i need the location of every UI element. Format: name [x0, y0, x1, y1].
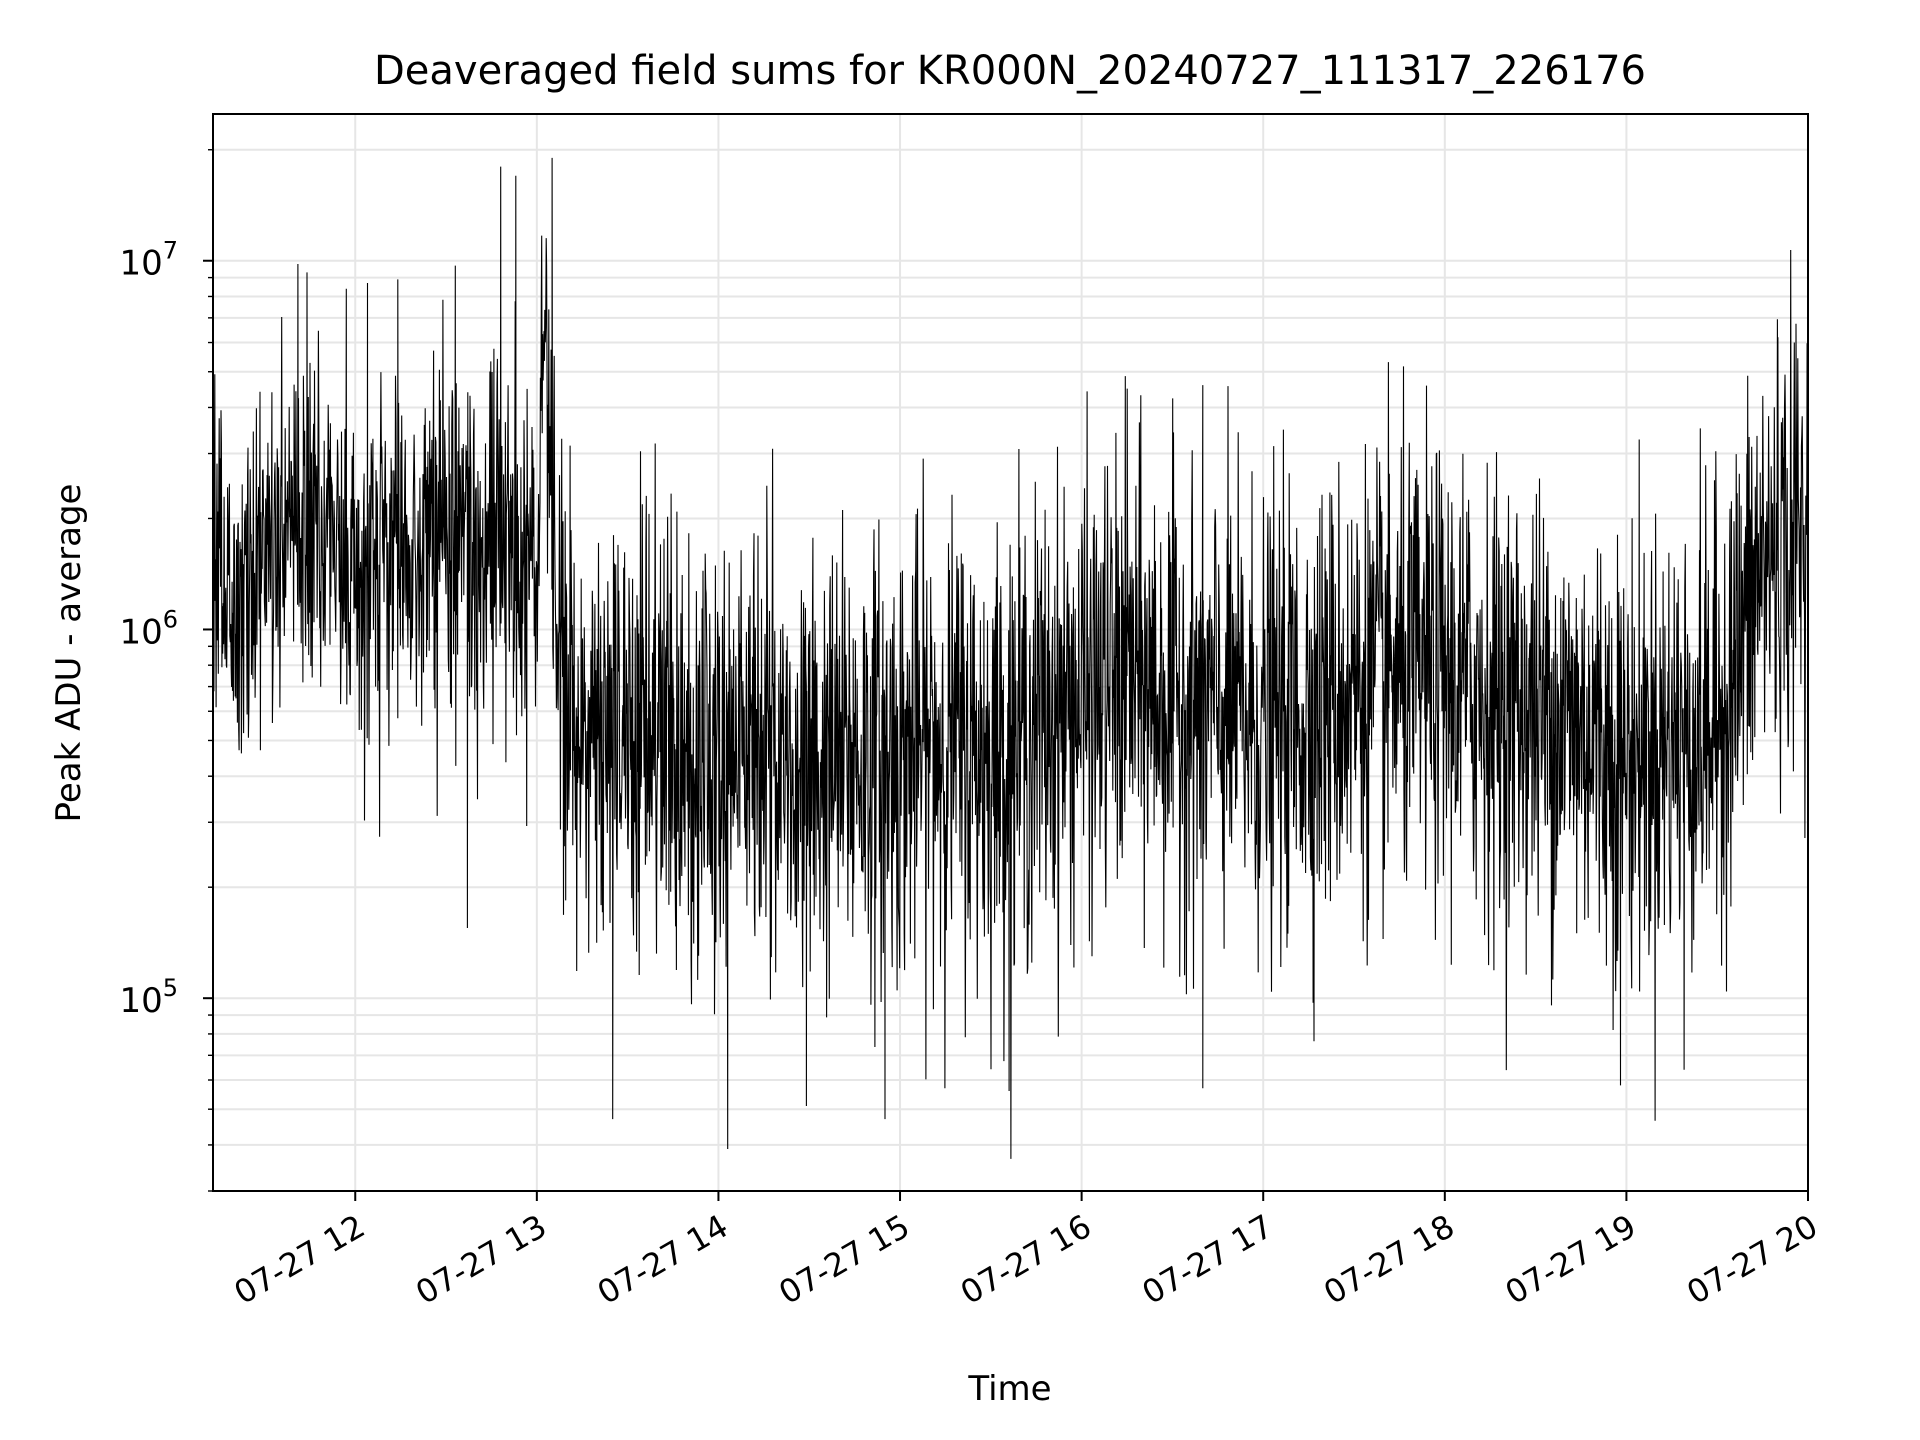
y-tick-exponent: 7: [163, 237, 178, 265]
y-tick-label: 107: [119, 237, 178, 284]
y-axis-label: Peak ADU - average: [49, 484, 89, 823]
plot-area: 07-27 12 07-27 13 07-27 14 07-27 15 07-27 16…: [119, 113, 1824, 1312]
y-tick-base: 10: [119, 244, 162, 284]
chart-title: Deaveraged field sums for KR000N_2024072…: [374, 48, 1646, 94]
y-tick-exponent: 6: [163, 605, 178, 633]
x-axis-label: Time: [967, 1369, 1051, 1409]
plot-frame: [212, 113, 1809, 1192]
y-tick-exponent: 5: [163, 974, 178, 1002]
y-tick-base: 10: [119, 612, 162, 652]
series: [212, 157, 1809, 1159]
series-line: [212, 157, 1809, 1159]
y-tick-label: 105: [119, 974, 178, 1021]
y-tick-label: 106: [119, 605, 178, 652]
y-tick-base: 10: [119, 981, 162, 1021]
